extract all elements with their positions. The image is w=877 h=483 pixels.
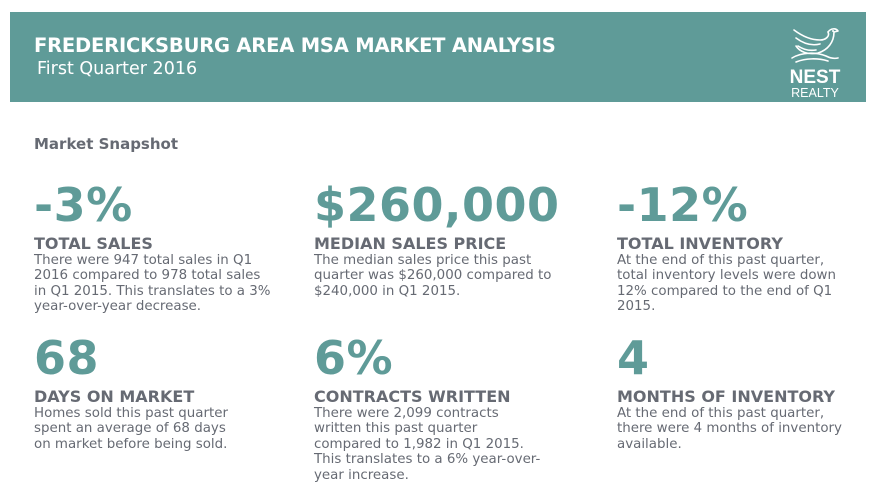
stat-contracts-written: 6% CONTRACTS WRITTEN There were 2,099 co…: [314, 333, 546, 483]
stat-months-of-inventory: 4 MONTHS OF INVENTORY At the end of this…: [617, 333, 842, 452]
report-subtitle: First Quarter 2016: [37, 59, 198, 79]
stat-value: 4: [617, 331, 650, 385]
stat-total-sales: -3% TOTAL SALES There were 947 total sal…: [34, 180, 274, 315]
stat-description: There were 947 total sales in Q1 2016 co…: [34, 253, 271, 315]
stat-label: TOTAL SALES: [34, 234, 153, 253]
nest-realty-logo: NEST REALTY: [780, 18, 850, 100]
stat-label: CONTRACTS WRITTEN: [314, 387, 511, 406]
stat-description: At the end of this past quarter, there w…: [617, 406, 842, 452]
stat-label: MONTHS OF INVENTORY: [617, 387, 836, 406]
stat-label: DAYS ON MARKET: [34, 387, 195, 406]
stat-value: 6%: [314, 331, 394, 385]
stat-median-sales-price: $260,000 MEDIAN SALES PRICE The median s…: [314, 180, 560, 299]
logo-text-nest: NEST: [789, 67, 841, 88]
stat-description: The median sales price this past quarter…: [314, 253, 552, 299]
stat-label: TOTAL INVENTORY: [617, 234, 783, 253]
stat-description: At the end of this past quarter, total i…: [617, 253, 836, 315]
bird-icon: [791, 28, 839, 63]
stat-value: -12%: [617, 178, 749, 232]
header-banner: FREDERICKSBURG AREA MSA MARKET ANALYSIS …: [10, 12, 866, 102]
logo-text-realty: REALTY: [791, 86, 839, 100]
stat-value: -3%: [34, 178, 133, 232]
section-title-market-snapshot: Market Snapshot: [34, 135, 179, 153]
stat-value: $260,000: [314, 178, 560, 232]
stat-label: MEDIAN SALES PRICE: [314, 234, 507, 253]
stat-value: 68: [34, 331, 100, 385]
report-title: FREDERICKSBURG AREA MSA MARKET ANALYSIS: [34, 34, 556, 57]
stat-days-on-market: 68 DAYS ON MARKET Homes sold this past q…: [34, 333, 244, 452]
stat-total-inventory: -12% TOTAL INVENTORY At the end of this …: [617, 180, 842, 315]
stat-description: Homes sold this past quarter spent an av…: [34, 406, 228, 452]
stat-description: There were 2,099 contracts written this …: [314, 406, 541, 483]
